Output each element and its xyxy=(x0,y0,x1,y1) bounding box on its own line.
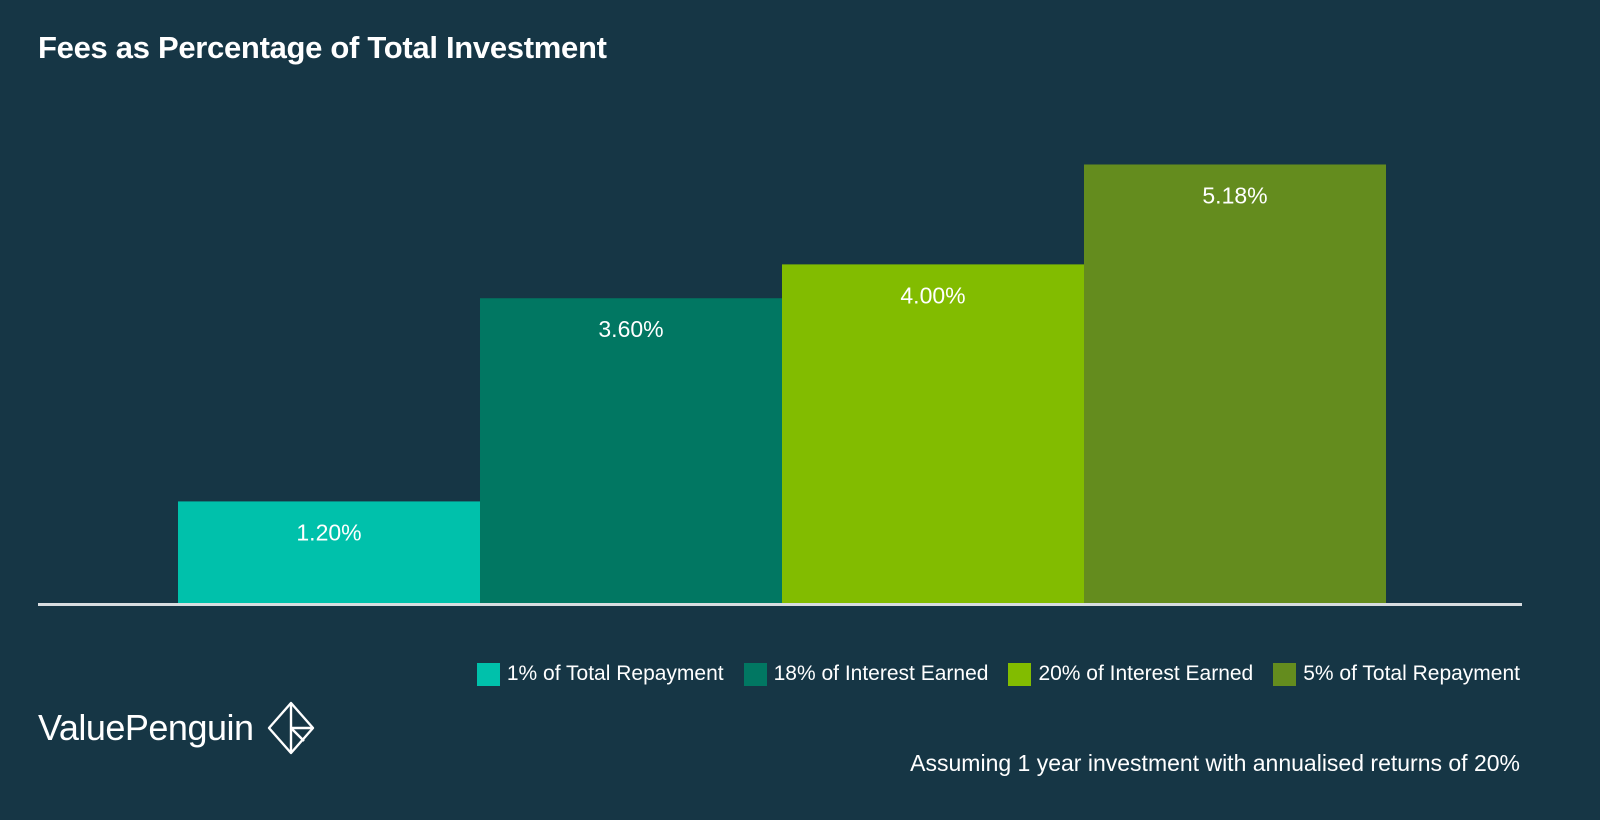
bar-3 xyxy=(782,264,1084,603)
legend-swatch xyxy=(476,662,500,686)
legend-swatch xyxy=(1273,662,1297,686)
legend-label: 1% of Total Repayment xyxy=(506,662,724,685)
chart-legend: 1% of Total Repayment 18% of Interest Ear… xyxy=(476,662,1520,686)
legend-swatch xyxy=(743,662,767,686)
legend-item-1: 1% of Total Repayment xyxy=(476,662,724,686)
chart-title: Fees as Percentage of Total Investment xyxy=(38,30,607,65)
bar-4 xyxy=(1084,164,1386,603)
legend-label: 18% of Interest Earned xyxy=(773,662,989,685)
legend-item-2: 18% of Interest Earned xyxy=(743,662,989,686)
bar-1 xyxy=(178,501,480,603)
legend-item-3: 20% of Interest Earned xyxy=(1008,662,1253,686)
data-label-4: 5.18% xyxy=(1202,182,1267,208)
data-label-2: 3.60% xyxy=(598,316,663,342)
penguin-diamond-icon xyxy=(267,701,314,755)
footnote: Assuming 1 year investment with annualis… xyxy=(910,750,1520,776)
legend-label: 5% of Total Repayment xyxy=(1303,662,1520,685)
data-label-1: 1.20% xyxy=(296,519,361,545)
brand-name: ValuePenguin xyxy=(38,707,254,748)
bar-2 xyxy=(480,298,782,603)
legend-item-4: 5% of Total Repayment xyxy=(1273,662,1520,686)
legend-label: 20% of Interest Earned xyxy=(1038,662,1254,685)
legend-swatch xyxy=(1008,662,1032,686)
brand-logo: ValuePenguin xyxy=(38,700,316,756)
data-label-3: 4.00% xyxy=(900,282,965,308)
